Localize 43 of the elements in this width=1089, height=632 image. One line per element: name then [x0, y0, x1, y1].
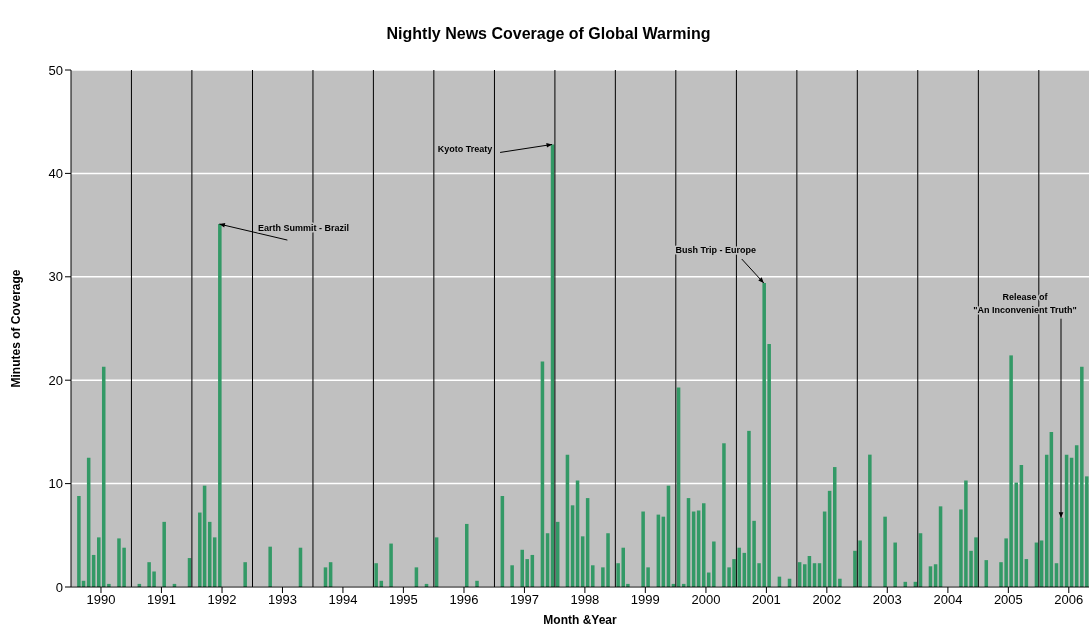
bar: [868, 454, 872, 587]
bar: [243, 562, 247, 587]
y-tick-label: 30: [48, 269, 63, 285]
x-tick-label: 1998: [570, 592, 600, 608]
bar: [591, 565, 595, 587]
chart-title: Nightly News Coverage of Global Warming: [385, 24, 712, 44]
y-tick-label: 50: [48, 62, 63, 78]
y-axis-title: Minutes of Coverage: [9, 269, 24, 388]
annotation: Earth Summit - Brazil: [257, 223, 349, 234]
bar: [712, 541, 716, 587]
bar: [464, 523, 469, 587]
bar: [162, 521, 166, 587]
y-tick-label: 40: [48, 166, 63, 182]
x-tick-label: 1993: [268, 592, 297, 608]
bar: [374, 563, 378, 587]
y-tick-label: 10: [48, 476, 63, 492]
annotation: Kyoto Treaty: [437, 144, 493, 155]
x-tick-label: 1997: [509, 592, 539, 608]
x-tick-label: 1990: [86, 592, 116, 608]
bar: [510, 565, 514, 587]
y-tick-label: 20: [48, 372, 63, 388]
x-tick-label: 1994: [328, 592, 358, 608]
bar: [475, 580, 479, 587]
y-tick-label: 0: [55, 579, 63, 595]
x-tick-label: 2005: [993, 592, 1023, 608]
x-tick-label: 2006: [1054, 592, 1084, 608]
bar: [883, 516, 887, 587]
x-tick-label: 1996: [449, 592, 479, 608]
x-tick-label: 2001: [751, 592, 781, 608]
bar: [389, 543, 393, 587]
bar: [77, 496, 81, 587]
x-tick-label: 2003: [872, 592, 902, 608]
x-tick-label: 1999: [630, 592, 660, 608]
x-tick-label: 1991: [146, 592, 176, 608]
x-tick-label: 1995: [388, 592, 418, 608]
bar: [893, 542, 897, 587]
bar: [701, 503, 706, 587]
bar: [268, 546, 272, 587]
x-axis-title: Month &Year: [543, 613, 617, 627]
x-tick-label: 2002: [812, 592, 842, 608]
x-tick-label: 2000: [691, 592, 721, 608]
x-tick-label: 2004: [933, 592, 963, 608]
x-tick-label: 1992: [207, 592, 237, 608]
